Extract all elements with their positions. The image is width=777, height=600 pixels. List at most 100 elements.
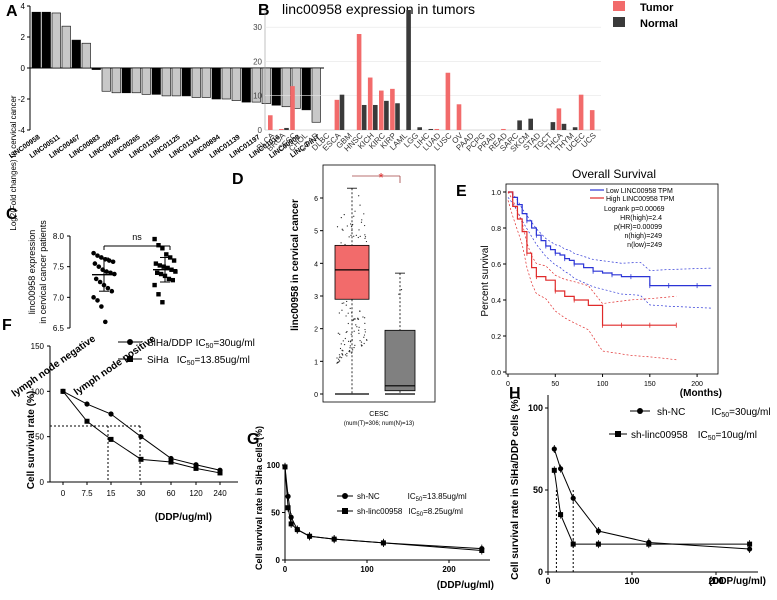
f-x-tick-label: 30 bbox=[137, 489, 146, 498]
panel-letter-g: G bbox=[247, 431, 259, 448]
b-bar-normal bbox=[572, 127, 578, 130]
d-tumor-point bbox=[347, 312, 349, 314]
c-positive-point bbox=[155, 270, 160, 275]
panel-letter-a: A bbox=[6, 3, 18, 20]
d-note: (num(T)=306; num(N)=13) bbox=[344, 421, 414, 427]
b-bar-tumor bbox=[379, 90, 384, 130]
h-point-sh bbox=[570, 541, 576, 547]
b-title: linc00958 expression in tumors bbox=[282, 1, 475, 17]
h-series-line bbox=[553, 470, 750, 545]
d-tumor-point bbox=[358, 329, 360, 331]
d-tumor-point bbox=[357, 317, 359, 319]
e-y-tick-label: 0.4 bbox=[491, 298, 501, 305]
b-bar-normal bbox=[339, 94, 345, 130]
a-bar bbox=[171, 67, 181, 97]
f-x-tick-label: 0 bbox=[61, 489, 66, 498]
a-bar bbox=[281, 67, 291, 108]
a-bar bbox=[241, 67, 251, 103]
d-tumor-point bbox=[352, 319, 354, 321]
d-tumor-point bbox=[360, 341, 363, 343]
a-bar bbox=[111, 67, 121, 94]
e-x-tick-label: 100 bbox=[597, 381, 609, 388]
a-bar bbox=[31, 11, 41, 69]
c-negative-point bbox=[106, 258, 112, 263]
b-y-tick-label: 0 bbox=[258, 126, 263, 135]
d-tumor-point bbox=[363, 336, 365, 338]
b-bar-normal bbox=[395, 103, 400, 130]
f-point-sihaddp bbox=[84, 401, 90, 407]
c-negative-point bbox=[110, 259, 116, 265]
c-y-tick-label: 8.0 bbox=[53, 232, 65, 241]
f-point-siha bbox=[138, 456, 144, 462]
e-x-tick-label: 0 bbox=[506, 381, 510, 388]
c-positive-point bbox=[168, 255, 173, 260]
b-y-tick-label: 20 bbox=[253, 57, 262, 66]
d-tumor-point bbox=[346, 355, 348, 357]
d-tumor-point bbox=[357, 236, 359, 239]
c-negative-point bbox=[92, 261, 98, 266]
a-bar bbox=[161, 67, 171, 97]
c-negative-point bbox=[93, 276, 99, 282]
f-legend-siha: SiHa IC50=13.85ug/ml bbox=[147, 355, 250, 367]
b-bar-normal bbox=[406, 10, 411, 130]
g-x-tick-label: 0 bbox=[283, 565, 288, 574]
d-tumor-point bbox=[348, 340, 350, 342]
g-x-tick-label: 200 bbox=[442, 565, 456, 574]
g-legend-sh: sh-linc00958 IC50=8.25ug/ml bbox=[357, 507, 463, 518]
a-bar bbox=[201, 67, 211, 98]
c-negative-point bbox=[97, 279, 103, 285]
panel-letter-f: F bbox=[2, 317, 12, 334]
h-legend-sh-ic: IC bbox=[698, 430, 708, 441]
d-tumor-point bbox=[358, 195, 360, 197]
d-tumor-point bbox=[365, 240, 368, 243]
c-negative-point bbox=[104, 269, 109, 274]
f-x-tick-label: 60 bbox=[167, 489, 176, 498]
a-bar bbox=[271, 67, 281, 106]
e-xlabel: (Months) bbox=[680, 388, 722, 399]
g-legend-shnc-sub: 50 bbox=[416, 497, 423, 503]
b-bar-normal bbox=[417, 127, 422, 130]
e-stat-logrank: Logrank p=0.00069 bbox=[604, 206, 665, 213]
f-point-siha bbox=[108, 436, 114, 442]
f-point-sihaddp bbox=[138, 434, 144, 440]
d-tumor-point bbox=[344, 354, 347, 356]
c-negative-point bbox=[99, 304, 104, 309]
f-legend-sihaddp-sub: 50 bbox=[206, 343, 214, 350]
g-y-tick-label: 50 bbox=[271, 509, 280, 518]
a-bar bbox=[81, 42, 91, 69]
g-legend-shnc-ic: IC bbox=[408, 492, 416, 501]
e-legend-low-label: Low LINC00958 TPM bbox=[606, 188, 673, 195]
g-legend-shnc-value: =13.85ug/ml bbox=[422, 492, 466, 501]
d-tumor-point bbox=[360, 221, 363, 223]
h-legend-shnc-sub: 50 bbox=[721, 412, 729, 419]
d-tumor-point bbox=[342, 229, 344, 231]
g-point-sh bbox=[282, 464, 288, 470]
c-ylabel: linc00958 expressionin cervical cancer p… bbox=[27, 220, 48, 324]
b-bar-tumor bbox=[501, 128, 506, 130]
e-y-tick-label: 1.0 bbox=[491, 190, 501, 197]
g-y-tick-label: 0 bbox=[276, 556, 281, 565]
d-tumor-point bbox=[363, 334, 366, 336]
g-point-sh bbox=[294, 527, 300, 533]
h-point-sh bbox=[646, 541, 652, 547]
d-tumor-point bbox=[348, 350, 350, 352]
d-tumor-point bbox=[355, 234, 357, 236]
d-tumor-point bbox=[359, 310, 361, 312]
d-tumor-point bbox=[343, 343, 346, 346]
b-y-tick-label: 30 bbox=[253, 23, 262, 32]
f-x-tick-label: 7.5 bbox=[81, 489, 93, 498]
f-legend-siha-sub: 50 bbox=[187, 360, 195, 367]
d-tumor-point bbox=[338, 356, 341, 358]
d-tumor-point bbox=[365, 339, 368, 341]
a-bar bbox=[141, 67, 151, 95]
d-tumor-point bbox=[343, 214, 345, 216]
e-low-ci-upper bbox=[507, 191, 712, 271]
f-point-sihaddp bbox=[108, 411, 114, 417]
b-bar-tumor bbox=[334, 99, 340, 130]
e-title: Overall Survival bbox=[572, 167, 656, 181]
d-tumor-point bbox=[364, 236, 367, 238]
d-tumor-point bbox=[352, 349, 354, 351]
e-x-tick-label: 150 bbox=[644, 381, 656, 388]
g-series-line bbox=[284, 466, 482, 551]
